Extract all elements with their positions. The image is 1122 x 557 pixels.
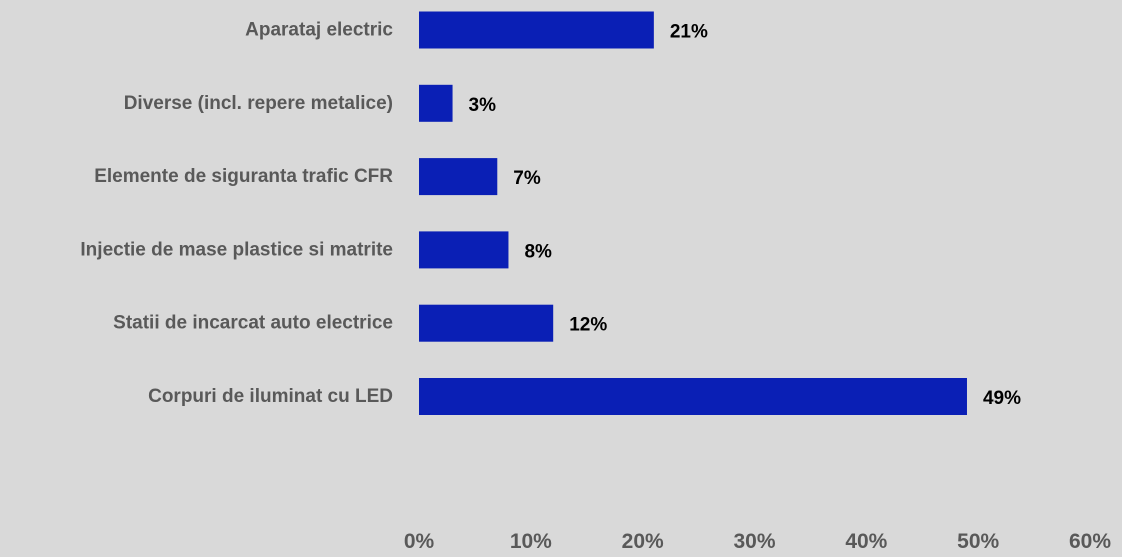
x-tick-label: 50% [957, 530, 999, 553]
x-tick-label: 30% [733, 530, 775, 553]
x-tick-label: 10% [510, 530, 552, 553]
bar [419, 11, 654, 49]
x-tick-label: 20% [622, 530, 664, 553]
data-label: 21% [670, 22, 708, 43]
data-label: 12% [569, 315, 607, 336]
bar [419, 304, 554, 342]
category-label: Elemente de siguranta trafic CFR [94, 166, 393, 187]
data-label: 3% [469, 95, 497, 116]
x-tick-label: 40% [845, 530, 887, 553]
category-label: Injectie de mase plastice si matrite [80, 239, 393, 260]
x-tick-label: 0% [404, 530, 435, 553]
data-label: 7% [513, 168, 541, 189]
category-label: Statii de incarcat auto electrice [113, 313, 393, 334]
data-label: 8% [524, 241, 552, 262]
bar [419, 231, 509, 269]
bar [419, 84, 453, 122]
category-label: Diverse (incl. repere metalice) [124, 93, 393, 114]
bar [419, 158, 498, 196]
category-label: Corpuri de iluminat cu LED [148, 386, 393, 407]
bar [419, 378, 967, 415]
x-tick-label: 60% [1069, 530, 1111, 553]
data-label: 49% [983, 388, 1021, 409]
category-label: Aparataj electric [245, 20, 393, 41]
